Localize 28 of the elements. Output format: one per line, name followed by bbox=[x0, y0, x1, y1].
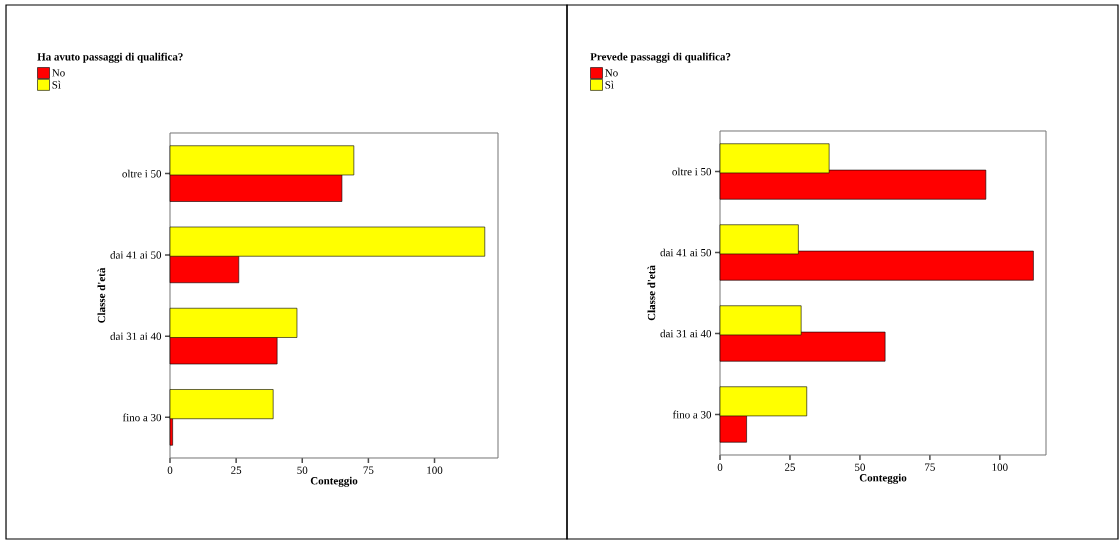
y-tick-label: dai 31 ai 40 bbox=[660, 329, 712, 338]
legend-label: Sì bbox=[605, 80, 614, 89]
y-tick-label: fino a 30 bbox=[122, 413, 162, 422]
x-axis-title: Conteggio bbox=[310, 476, 358, 487]
x-tick-label: 25 bbox=[231, 466, 242, 474]
y-tick-label: oltre i 50 bbox=[122, 169, 162, 178]
x-tick-label: 100 bbox=[427, 466, 443, 474]
x-tick-label: 50 bbox=[855, 463, 865, 471]
y-tick-label: oltre i 50 bbox=[672, 167, 712, 176]
y-axis-title: Classe d'età bbox=[97, 267, 106, 323]
y-tick-label: dai 31 ai 40 bbox=[110, 332, 162, 340]
y-tick-label: dai 41 ai 50 bbox=[660, 248, 712, 257]
x-tick-label: 100 bbox=[992, 463, 1008, 471]
legend-label: Sì bbox=[52, 80, 61, 89]
x-tick-label: 50 bbox=[297, 466, 308, 474]
x-tick-label: 25 bbox=[784, 463, 796, 471]
y-axis-title: Classe d'età bbox=[647, 265, 656, 321]
y-tick-label: fino a 30 bbox=[672, 410, 712, 419]
x-tick-label: 0 bbox=[717, 463, 723, 471]
x-tick-label: 0 bbox=[167, 466, 173, 474]
x-axis-title: Conteggio bbox=[859, 473, 907, 484]
x-tick-label: 75 bbox=[925, 463, 935, 471]
legend-label: No bbox=[605, 69, 618, 77]
legend-title: Ha avuto passaggi di qualifica? bbox=[37, 52, 183, 63]
y-tick-label: dai 41 ai 50 bbox=[110, 251, 162, 259]
x-tick-label: 75 bbox=[363, 466, 374, 474]
legend-title: Prevede passaggi di qualifica? bbox=[590, 52, 731, 63]
legend-label: No bbox=[52, 69, 65, 77]
